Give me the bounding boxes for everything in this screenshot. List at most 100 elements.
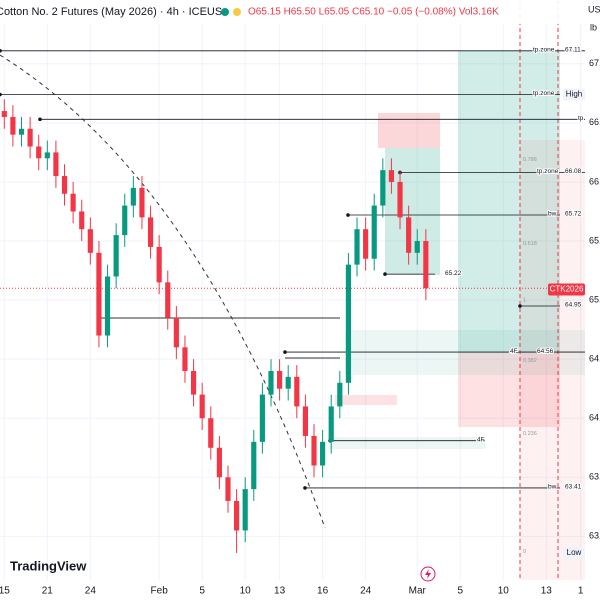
candle-body	[113, 235, 119, 277]
candle-body	[320, 441, 326, 466]
x-tick-label: 13	[541, 586, 553, 597]
x-tick-label: 15	[0, 586, 10, 597]
level-anchor	[346, 213, 350, 217]
level-anchor	[518, 304, 522, 308]
candle-body	[10, 116, 16, 135]
symbol-title: Cotton No. 2 Futures (May 2026) · 4h · I…	[0, 6, 222, 18]
level-label: tp	[578, 115, 584, 122]
candle-body	[122, 205, 128, 236]
x-tick-label: 16	[317, 586, 329, 597]
x-tick-label: 5	[457, 586, 463, 597]
x-tick-label: 21	[42, 586, 54, 597]
candle-body	[234, 500, 240, 531]
candle-body	[173, 317, 179, 348]
fib-label: 0	[523, 549, 526, 555]
price-badge	[563, 546, 585, 559]
level-value: 66.08	[565, 168, 582, 175]
candle-body	[18, 128, 25, 135]
candle-body	[225, 477, 231, 501]
candle-body	[61, 176, 68, 194]
candle-body	[208, 418, 214, 448]
unit: lb	[590, 22, 597, 32]
y-tick-label: 64.00	[589, 413, 600, 423]
level-value: 65.72	[565, 211, 582, 218]
level-label: 4F	[477, 436, 485, 443]
price-badge-label: CTK2026	[550, 285, 584, 294]
candle-body	[36, 146, 42, 159]
level-label: bw	[548, 484, 557, 491]
candle-body	[371, 205, 377, 259]
price-badge-label: High	[566, 90, 582, 99]
time-axis	[0, 580, 600, 600]
fib-label: 0.786	[523, 157, 537, 163]
level-value: 65.22	[445, 270, 462, 277]
y-tick-label: 66.00	[589, 176, 600, 186]
candle-body	[1, 111, 7, 117]
target-box	[378, 113, 440, 148]
candle-body	[268, 370, 274, 395]
candle-body	[165, 282, 171, 318]
candle-body	[104, 276, 111, 336]
level-value: 67.11	[565, 47, 581, 54]
x-tick-label: 24	[85, 586, 97, 597]
x-tick-label: 5	[199, 586, 205, 597]
price-axis: 63.00 63.50 64.00 64.50 65.00 65.50 66.00 66.50…	[589, 58, 600, 541]
level-label: 4F	[510, 348, 518, 355]
candle-body	[87, 229, 93, 253]
price-badge	[563, 88, 585, 101]
fib-label: 0.382	[523, 358, 537, 364]
candle-body	[414, 241, 420, 253]
y-tick-label: 63.00	[589, 531, 600, 541]
candle-body	[130, 187, 136, 206]
status-dot	[221, 8, 229, 16]
candle-body	[354, 229, 360, 265]
price-badge	[548, 283, 585, 296]
level-value: 64.56	[537, 348, 554, 355]
candle-body	[79, 211, 85, 230]
level-label: bw	[548, 211, 557, 218]
profit-zone	[458, 51, 560, 353]
candle-body	[311, 435, 317, 466]
candle-body	[251, 441, 257, 490]
ohlc: O65.15 H65.50 L65.05 C65.10 −0.05 (−0.08…	[248, 7, 499, 18]
x-tick-label: 24	[360, 586, 372, 597]
x-tick-label: Feb	[151, 586, 169, 597]
zone	[335, 395, 397, 405]
level-anchor	[383, 272, 387, 276]
candle-body	[190, 370, 197, 395]
level-anchor	[283, 350, 287, 354]
level-label: tp zone	[533, 90, 555, 97]
candle-body	[96, 252, 102, 336]
y-tick-label: 65.00	[589, 294, 600, 304]
currency: US	[588, 4, 600, 14]
header-bar	[0, 0, 600, 24]
candle-body	[147, 217, 154, 247]
y-tick-label: 66.50	[589, 117, 600, 127]
candle-body	[44, 152, 50, 159]
drawings	[0, 0, 585, 580]
zone	[345, 330, 585, 375]
candle-body	[53, 152, 59, 177]
level-anchor	[0, 49, 2, 53]
fib-label: 1	[523, 298, 526, 304]
y-tick-label: 63.50	[589, 472, 600, 482]
candle-body	[199, 394, 205, 419]
candle-body	[285, 376, 291, 389]
candle-body	[27, 128, 33, 147]
candle-body	[216, 447, 222, 478]
level-anchor	[0, 92, 2, 97]
candle-body	[388, 170, 395, 182]
level-value: 64.95	[565, 302, 582, 309]
loss-zone	[458, 353, 560, 427]
logo: TradingView	[10, 558, 87, 573]
x-tick-label: 10	[240, 586, 252, 597]
fib-label: 0.618	[523, 241, 537, 247]
candle-body	[302, 406, 308, 436]
candle-body	[70, 193, 76, 212]
candle-body	[294, 376, 300, 407]
candle-body	[337, 382, 343, 407]
fib-label: 0.236	[523, 431, 537, 437]
level-anchor	[38, 117, 42, 122]
event-icon	[425, 569, 431, 579]
